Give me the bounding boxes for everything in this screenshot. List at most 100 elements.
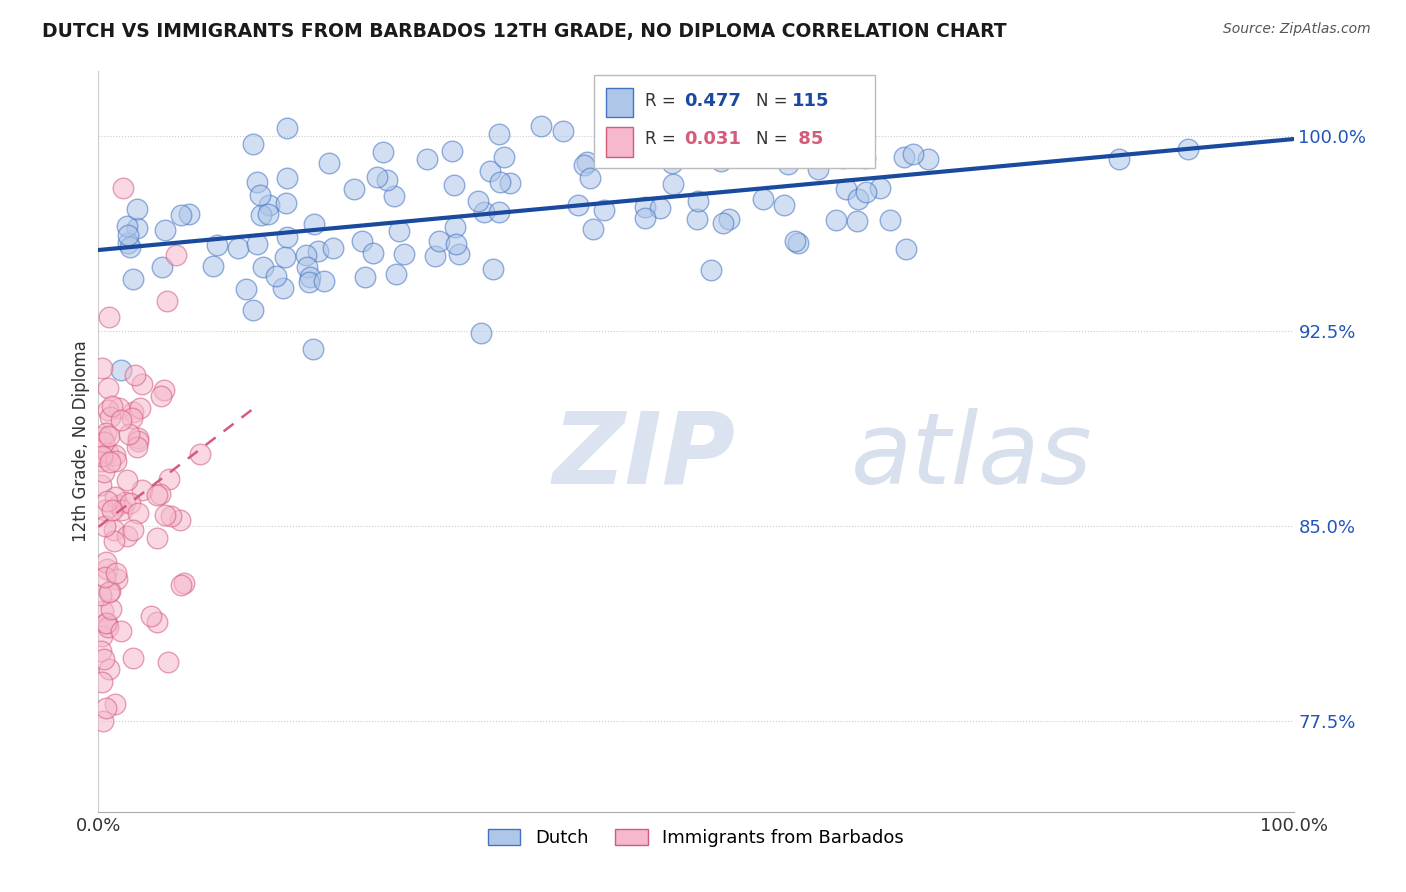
Point xyxy=(579,170,602,185)
Point xyxy=(124,368,146,383)
Point xyxy=(121,524,143,538)
Text: R =: R = xyxy=(644,130,681,148)
Point xyxy=(98,409,121,424)
Point xyxy=(917,152,939,166)
Point xyxy=(373,145,395,159)
Point xyxy=(104,490,127,504)
Point xyxy=(165,248,187,262)
Point xyxy=(478,164,501,178)
Point xyxy=(832,151,855,165)
Point xyxy=(481,261,503,276)
Point xyxy=(97,446,120,460)
Point xyxy=(846,214,869,228)
Point xyxy=(111,181,134,195)
Point xyxy=(242,136,264,151)
Point xyxy=(553,123,575,137)
Point xyxy=(302,217,325,231)
Point xyxy=(97,403,120,417)
Point xyxy=(804,127,827,141)
Point xyxy=(492,150,515,164)
Text: Source: ZipAtlas.com: Source: ZipAtlas.com xyxy=(1223,22,1371,37)
Point xyxy=(157,472,180,486)
Point xyxy=(114,495,136,509)
Point xyxy=(274,195,297,210)
Point xyxy=(149,487,172,501)
Point xyxy=(488,175,510,189)
FancyBboxPatch shape xyxy=(606,87,633,117)
Point xyxy=(141,609,163,624)
Point xyxy=(879,213,901,227)
Point xyxy=(804,116,827,130)
Point xyxy=(710,154,733,169)
Point xyxy=(121,410,143,425)
Point xyxy=(235,281,257,295)
Point xyxy=(110,413,132,427)
Point xyxy=(322,241,344,255)
Text: 0.477: 0.477 xyxy=(685,92,741,110)
Point xyxy=(125,441,148,455)
Point xyxy=(276,230,298,244)
Point xyxy=(425,250,447,264)
Point xyxy=(276,171,298,186)
Point xyxy=(110,624,132,639)
Point xyxy=(592,202,614,217)
Point xyxy=(93,714,115,728)
Point xyxy=(366,169,388,184)
Point xyxy=(201,260,224,274)
Point xyxy=(388,224,411,238)
Point xyxy=(104,449,127,463)
Point xyxy=(115,528,138,542)
Point xyxy=(91,674,114,689)
Point xyxy=(101,399,124,413)
Point xyxy=(94,519,117,533)
Point xyxy=(717,212,740,227)
Point xyxy=(853,151,876,165)
Point xyxy=(93,434,115,449)
Y-axis label: 12th Grade, No Diploma: 12th Grade, No Diploma xyxy=(72,341,90,542)
Point xyxy=(107,498,129,512)
Point xyxy=(894,242,917,256)
Point xyxy=(846,193,869,207)
Point xyxy=(271,281,294,295)
Point xyxy=(129,401,152,415)
Point xyxy=(153,223,176,237)
Point xyxy=(205,237,228,252)
Point xyxy=(169,513,191,527)
Point xyxy=(146,615,169,629)
Point xyxy=(93,465,115,479)
Point xyxy=(103,534,125,549)
Point xyxy=(567,198,589,212)
Point xyxy=(170,208,193,222)
Point xyxy=(120,495,142,509)
Point xyxy=(416,153,439,167)
Point xyxy=(648,201,671,215)
Point xyxy=(153,508,176,522)
Point xyxy=(98,429,121,443)
Point xyxy=(449,247,471,261)
Point xyxy=(575,154,598,169)
Point xyxy=(94,615,117,630)
Point xyxy=(467,194,489,208)
Point xyxy=(127,506,149,520)
Point xyxy=(783,234,806,248)
Point xyxy=(252,260,274,274)
Point xyxy=(298,270,321,285)
Point xyxy=(90,442,112,457)
Point xyxy=(121,272,143,286)
Point xyxy=(294,248,316,262)
Point xyxy=(776,157,799,171)
Point xyxy=(384,189,406,203)
Point xyxy=(314,274,336,288)
Point xyxy=(150,260,173,274)
FancyBboxPatch shape xyxy=(606,127,633,156)
Point xyxy=(104,698,127,712)
Point xyxy=(488,205,510,219)
Point xyxy=(786,235,808,250)
Point xyxy=(361,246,384,260)
Point xyxy=(634,211,657,226)
Point xyxy=(249,187,271,202)
Legend: Dutch, Immigrants from Barbados: Dutch, Immigrants from Barbados xyxy=(481,822,911,855)
Point xyxy=(1177,142,1199,156)
Point xyxy=(869,180,891,194)
Point xyxy=(159,509,181,524)
